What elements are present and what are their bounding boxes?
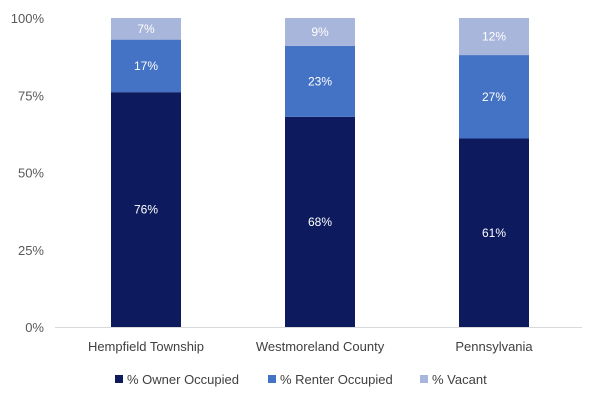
legend-label: % Renter Occupied	[280, 372, 393, 387]
data-label: 68%	[308, 215, 332, 229]
y-tick-label: 100%	[11, 11, 45, 26]
legend-label: % Vacant	[432, 372, 487, 387]
legend-swatch	[268, 375, 276, 383]
bar-segment	[459, 18, 529, 56]
data-label: 9%	[311, 25, 329, 39]
data-label: 76%	[134, 203, 158, 217]
bar-segment	[111, 18, 181, 40]
legend-swatch	[115, 375, 123, 383]
data-label: 27%	[482, 90, 506, 104]
y-tick-label: 75%	[18, 88, 44, 103]
data-label: 7%	[137, 22, 155, 36]
bar-segment	[285, 45, 355, 117]
bar-segment	[459, 55, 529, 139]
bar-segment	[285, 116, 355, 327]
bar-segment	[459, 138, 529, 327]
legend-label: % Owner Occupied	[127, 372, 239, 387]
data-label: 17%	[134, 59, 158, 73]
y-tick-label: 25%	[18, 243, 44, 258]
bar-segment	[111, 39, 181, 93]
x-axis: Hempfield Township Westmoreland County Pen…	[55, 327, 582, 354]
bars: 76% 17% 7% 68% 23% 9% 61% 27% 12%	[111, 18, 529, 327]
y-tick-label: 0%	[25, 320, 44, 335]
legend-swatch	[420, 375, 428, 383]
x-category-label: Pennsylvania	[455, 339, 533, 354]
data-label: 12%	[482, 30, 506, 44]
legend: % Owner Occupied % Renter Occupied % Vacan…	[115, 372, 487, 387]
bar-segment	[285, 18, 355, 46]
x-category-label: Westmoreland County	[256, 339, 385, 354]
y-axis: 0% 25% 50% 75% 100%	[11, 11, 45, 335]
x-category-label: Hempfield Township	[88, 339, 204, 354]
data-label: 23%	[308, 74, 332, 88]
data-label: 61%	[482, 226, 506, 240]
y-tick-label: 50%	[18, 166, 44, 181]
bar-segment	[111, 92, 181, 327]
